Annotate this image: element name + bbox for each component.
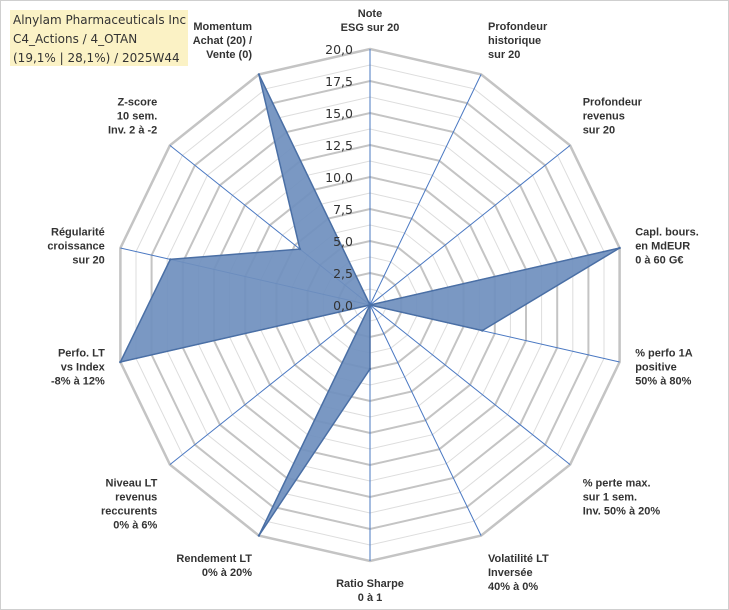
axis-label: Ratio Sharpe 0 à 1 bbox=[336, 578, 404, 604]
axis-label-line: historique bbox=[488, 35, 541, 47]
series-point bbox=[481, 329, 484, 332]
axis-label-line: % perfo 1A bbox=[635, 348, 693, 360]
axis-label-line: Achat (20) / bbox=[193, 35, 252, 47]
company-name: Alnylam Pharmaceuticals Inc bbox=[13, 13, 187, 27]
axis-label-line: croissance bbox=[47, 241, 104, 253]
axis-label-line: Niveau LT bbox=[106, 478, 158, 490]
series-point bbox=[257, 73, 261, 76]
axis-label-line: Z-score bbox=[118, 96, 158, 108]
axis-label-line: Ratio Sharpe bbox=[336, 578, 404, 590]
axis-label-line: Momentum bbox=[193, 21, 252, 33]
score-and-week: (19,1% | 28,1%) / 2025W44 bbox=[13, 51, 180, 65]
axis-label-line: 0 à 1 bbox=[358, 592, 382, 604]
axis-label-line: Capl. bours. bbox=[635, 227, 699, 239]
axis-label-line: Profondeur bbox=[583, 96, 643, 108]
axis-label-line: Note bbox=[358, 8, 382, 20]
series-point bbox=[257, 534, 261, 537]
axis-label-line: sur 20 bbox=[72, 255, 104, 267]
series-point bbox=[368, 303, 372, 307]
axis-label-line: 0% à 20% bbox=[202, 567, 252, 579]
tick-label: 20,0 bbox=[325, 42, 353, 57]
radar-series bbox=[119, 73, 621, 537]
tick-label: 5,0 bbox=[333, 234, 353, 249]
radar-ticks: 0,0 2,5 5,0 7,5 10,0 12,5 15,0 17,5 20,0 bbox=[325, 42, 353, 313]
axis-label: Régularité croissance sur 20 bbox=[47, 227, 104, 267]
chart-title-box: Alnylam Pharmaceuticals Inc C4_Actions /… bbox=[10, 10, 188, 66]
series-point bbox=[169, 258, 172, 261]
axis-label: Z-score 10 sem. Inv. 2 à -2 bbox=[108, 96, 157, 136]
tick-label: 15,0 bbox=[325, 106, 353, 121]
axis-spoke bbox=[369, 145, 571, 306]
axis-label-line: 0 à 60 G€ bbox=[635, 255, 683, 267]
axis-label-line: Inv. 2 à -2 bbox=[108, 124, 157, 136]
axis-label: Volatilité LT Inversée 40% à 0% bbox=[488, 553, 549, 593]
axis-label: Perfo. LT vs Index -8% à 12% bbox=[51, 348, 106, 388]
axis-label-line: % perte max. bbox=[583, 478, 651, 490]
axis-label-line: Régularité bbox=[51, 227, 105, 239]
axis-label-line: revenus bbox=[583, 110, 625, 122]
axis-label-line: vs Index bbox=[61, 362, 106, 374]
axis-label-line: Volatilité LT bbox=[488, 553, 549, 565]
series-point bbox=[618, 246, 621, 250]
axis-label-line: ESG sur 20 bbox=[341, 22, 400, 34]
tick-label: 7,5 bbox=[333, 202, 353, 217]
tick-label: 10,0 bbox=[325, 170, 353, 185]
tick-label: 2,5 bbox=[333, 266, 353, 281]
axis-label: Profondeur revenus sur 20 bbox=[583, 96, 643, 136]
axis-label: % perte max. sur 1 sem. Inv. 50% à 20% bbox=[583, 478, 661, 518]
axis-labels: Note ESG sur 20 Profondeur historique sur 20… bbox=[47, 8, 698, 604]
axis-label-line: 0% à 6% bbox=[113, 520, 157, 532]
axis-label: Profondeur historique sur 20 bbox=[488, 21, 548, 61]
axis-label-line: Inversée bbox=[488, 567, 533, 579]
tick-label: 12,5 bbox=[325, 138, 353, 153]
axis-label: Rendement LT 0% à 20% bbox=[176, 553, 252, 579]
axis-spoke bbox=[369, 304, 571, 465]
axis-label-line: Profondeur bbox=[488, 21, 548, 33]
axis-label-line: sur 20 bbox=[583, 124, 615, 136]
axis-label: Capl. bours. en MdEUR 0 à 60 G€ bbox=[635, 227, 699, 267]
axis-label-line: Perfo. LT bbox=[58, 348, 105, 360]
axis-label-line: 10 sem. bbox=[117, 110, 157, 122]
series-point bbox=[119, 360, 122, 364]
series-point bbox=[368, 367, 372, 371]
tick-label: 17,5 bbox=[325, 74, 353, 89]
axis-label: Momentum Achat (20) / Vente (0) bbox=[193, 21, 253, 61]
axis-label-line: sur 1 sem. bbox=[583, 492, 637, 504]
axis-label: Niveau LT revenus reccurents 0% à 6% bbox=[101, 478, 158, 532]
series-point bbox=[298, 247, 302, 251]
axis-label: % perfo 1A positive 50% à 80% bbox=[635, 348, 693, 388]
axis-label-line: 40% à 0% bbox=[488, 581, 538, 593]
axis-label-line: revenus bbox=[115, 492, 157, 504]
axis-label-line: -8% à 12% bbox=[51, 376, 105, 388]
tick-label: 0,0 bbox=[333, 298, 353, 313]
axis-label-line: Rendement LT bbox=[176, 553, 252, 565]
axis-spoke bbox=[169, 304, 371, 465]
axis-spoke bbox=[369, 74, 482, 306]
axis-label-line: Inv. 50% à 20% bbox=[583, 506, 661, 518]
axis-label-line: en MdEUR bbox=[635, 241, 690, 253]
axis-label-line: sur 20 bbox=[488, 49, 520, 61]
axis-spoke bbox=[369, 304, 482, 536]
portfolio-category: C4_Actions / 4_OTAN bbox=[13, 32, 138, 46]
axis-label-line: positive bbox=[635, 362, 677, 374]
axis-label-line: Vente (0) bbox=[206, 49, 252, 61]
axis-label-line: 50% à 80% bbox=[635, 376, 691, 388]
axis-label: Note ESG sur 20 bbox=[341, 8, 400, 34]
axis-label-line: reccurents bbox=[101, 506, 157, 518]
